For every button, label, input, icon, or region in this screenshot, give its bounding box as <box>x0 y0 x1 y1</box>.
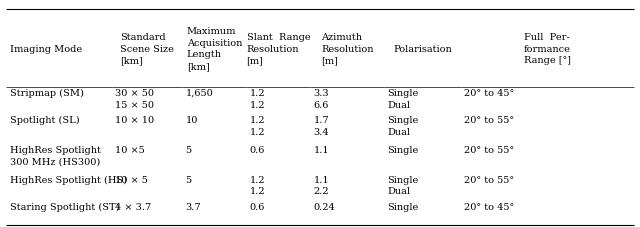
Text: 1.7
3.4: 1.7 3.4 <box>314 116 329 136</box>
Text: Azimuth
Resolution
[m]: Azimuth Resolution [m] <box>321 33 374 65</box>
Text: 1,650: 1,650 <box>186 89 213 97</box>
Text: Single: Single <box>387 202 419 211</box>
Text: 0.6: 0.6 <box>250 145 265 154</box>
Text: 5: 5 <box>186 175 192 184</box>
Text: 0.24: 0.24 <box>314 202 335 211</box>
Text: Single
Dual: Single Dual <box>387 89 419 109</box>
Text: 30 × 50
15 × 50: 30 × 50 15 × 50 <box>115 89 154 109</box>
Text: 10 × 10: 10 × 10 <box>115 116 154 125</box>
Text: Standard
Scene Size
[km]: Standard Scene Size [km] <box>120 33 174 65</box>
Text: Spotlight (SL): Spotlight (SL) <box>10 116 79 125</box>
Text: 1.1: 1.1 <box>314 145 329 154</box>
Text: 1.2
1.2: 1.2 1.2 <box>250 116 265 136</box>
Text: Full  Per-
formance
Range [°]: Full Per- formance Range [°] <box>524 33 571 65</box>
Text: Single: Single <box>387 145 419 154</box>
Text: Staring Spotlight (ST): Staring Spotlight (ST) <box>10 202 119 211</box>
Text: 1.1
2.2: 1.1 2.2 <box>314 175 329 195</box>
Text: 10: 10 <box>186 116 198 125</box>
Text: 20° to 45°: 20° to 45° <box>464 202 515 211</box>
Text: Maximum
Acquisition
Length
[km]: Maximum Acquisition Length [km] <box>187 27 242 71</box>
Text: 20° to 55°: 20° to 55° <box>464 175 514 184</box>
Text: 10 × 5: 10 × 5 <box>115 175 148 184</box>
Text: 20° to 55°: 20° to 55° <box>464 116 514 125</box>
Text: Single
Dual: Single Dual <box>387 116 419 136</box>
Text: HighRes Spotlight (HS): HighRes Spotlight (HS) <box>10 175 127 184</box>
Text: 4 × 3.7: 4 × 3.7 <box>115 202 152 211</box>
Text: 10 ×5: 10 ×5 <box>115 145 145 154</box>
Text: Polarisation: Polarisation <box>393 44 452 53</box>
Text: 1.2
1.2: 1.2 1.2 <box>250 175 265 195</box>
Text: Slant  Range
Resolution
[m]: Slant Range Resolution [m] <box>246 33 310 65</box>
Text: 20° to 55°: 20° to 55° <box>464 145 514 154</box>
Text: Single
Dual: Single Dual <box>387 175 419 195</box>
Text: Stripmap (SM): Stripmap (SM) <box>10 89 83 98</box>
Text: 1.2
1.2: 1.2 1.2 <box>250 89 265 109</box>
Text: Imaging Mode: Imaging Mode <box>10 44 82 53</box>
Text: 5: 5 <box>186 145 192 154</box>
Text: 20° to 45°: 20° to 45° <box>464 89 515 97</box>
Text: HighRes Spotlight
300 MHz (HS300): HighRes Spotlight 300 MHz (HS300) <box>10 145 100 166</box>
Text: 0.6: 0.6 <box>250 202 265 211</box>
Text: 3.3
6.6: 3.3 6.6 <box>314 89 329 109</box>
Text: 3.7: 3.7 <box>186 202 201 211</box>
